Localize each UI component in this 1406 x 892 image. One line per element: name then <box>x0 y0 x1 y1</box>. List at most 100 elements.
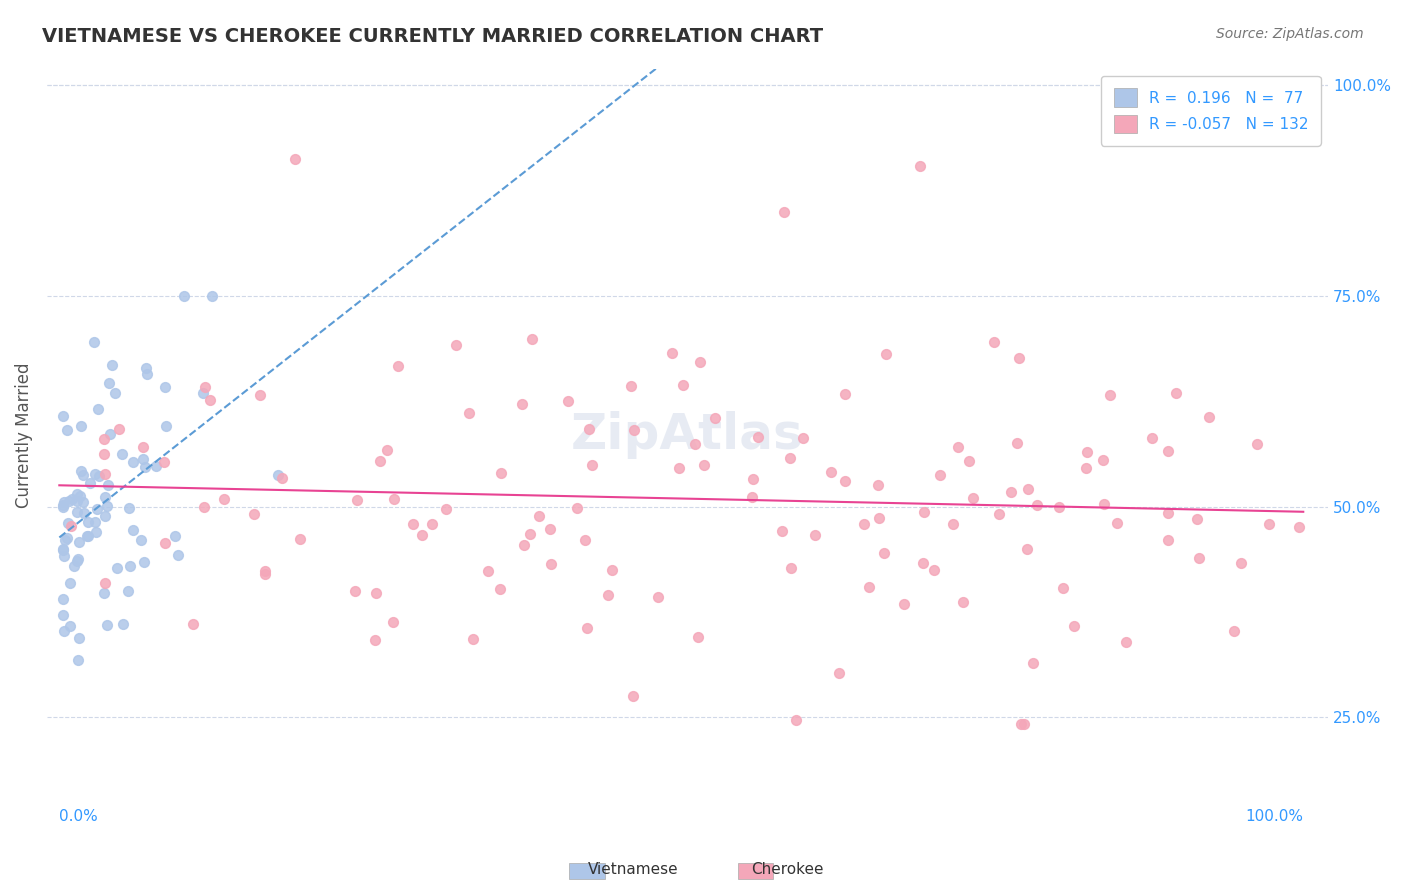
Point <box>540 522 562 536</box>
Point <box>1000 485 1022 500</box>
Point <box>52 409 75 424</box>
Point <box>76 529 98 543</box>
Point <box>96 500 118 514</box>
Point <box>647 591 669 605</box>
Point <box>60 492 83 507</box>
Point <box>620 378 643 392</box>
Point <box>53 495 76 509</box>
Point <box>962 491 984 506</box>
Legend: R =  0.196   N =  77, R = -0.057   N = 132: R = 0.196 N = 77, R = -0.057 N = 132 <box>1101 76 1320 145</box>
Point <box>420 516 443 531</box>
Point <box>1052 581 1074 595</box>
Point <box>67 653 90 667</box>
Point <box>214 491 236 506</box>
Point <box>59 576 82 591</box>
Point <box>135 360 157 375</box>
Point <box>1012 717 1035 731</box>
Point <box>908 159 931 173</box>
Point <box>375 442 398 457</box>
Point <box>117 583 139 598</box>
Point <box>98 427 121 442</box>
Point <box>153 455 176 469</box>
Point <box>52 592 75 607</box>
Point <box>540 557 562 571</box>
Point <box>387 359 409 373</box>
Point <box>84 524 107 539</box>
Point <box>513 538 536 552</box>
Point <box>780 561 803 575</box>
Point <box>1076 460 1098 475</box>
Point <box>1157 507 1180 521</box>
Point <box>111 447 134 461</box>
Point <box>693 458 716 472</box>
Point <box>100 358 122 372</box>
Point <box>254 566 277 581</box>
Point <box>804 528 827 542</box>
Point <box>922 563 945 577</box>
Point <box>1229 556 1251 570</box>
Point <box>366 585 388 599</box>
Point <box>94 576 117 591</box>
Point <box>1022 656 1045 670</box>
Point <box>1015 542 1038 557</box>
Point <box>942 516 965 531</box>
Point <box>364 632 387 647</box>
Point <box>828 665 851 680</box>
Point <box>67 552 90 566</box>
Point <box>194 380 217 394</box>
Point <box>56 423 79 437</box>
Point <box>153 535 176 549</box>
Point <box>84 516 107 530</box>
Point <box>86 501 108 516</box>
Point <box>66 505 89 519</box>
Point <box>1010 716 1032 731</box>
Point <box>94 467 117 481</box>
Point <box>401 517 423 532</box>
Point <box>97 478 120 492</box>
Point <box>93 432 115 446</box>
Point <box>191 385 214 400</box>
Point <box>489 582 512 596</box>
Point <box>411 527 433 541</box>
Point <box>873 546 896 560</box>
Point <box>1164 386 1187 401</box>
Point <box>93 586 115 600</box>
Point <box>792 431 814 445</box>
Point <box>578 421 600 435</box>
Point <box>621 689 644 703</box>
Point <box>122 523 145 537</box>
Text: Source: ZipAtlas.com: Source: ZipAtlas.com <box>1216 27 1364 41</box>
Point <box>111 616 134 631</box>
Point <box>58 516 80 530</box>
Point <box>145 459 167 474</box>
Point <box>704 411 727 425</box>
Point <box>1288 520 1310 534</box>
Point <box>519 527 541 541</box>
Point <box>67 631 90 645</box>
Point <box>1107 516 1129 531</box>
Point <box>98 376 121 390</box>
Point <box>270 471 292 485</box>
Point <box>53 533 76 547</box>
Point <box>56 531 79 545</box>
Point <box>52 607 75 622</box>
Point <box>59 619 82 633</box>
Point <box>343 583 366 598</box>
Point <box>70 419 93 434</box>
Point <box>72 495 94 509</box>
Point <box>67 534 90 549</box>
Point <box>510 397 533 411</box>
Point <box>444 338 467 352</box>
Point <box>1063 618 1085 632</box>
Point <box>200 393 222 408</box>
Point <box>983 335 1005 350</box>
Point <box>368 453 391 467</box>
Point <box>105 561 128 575</box>
Point <box>683 436 706 450</box>
Point <box>165 529 187 543</box>
Point <box>834 474 856 488</box>
Point <box>741 491 763 505</box>
Point <box>129 533 152 547</box>
Point <box>136 367 159 381</box>
Point <box>254 564 277 578</box>
